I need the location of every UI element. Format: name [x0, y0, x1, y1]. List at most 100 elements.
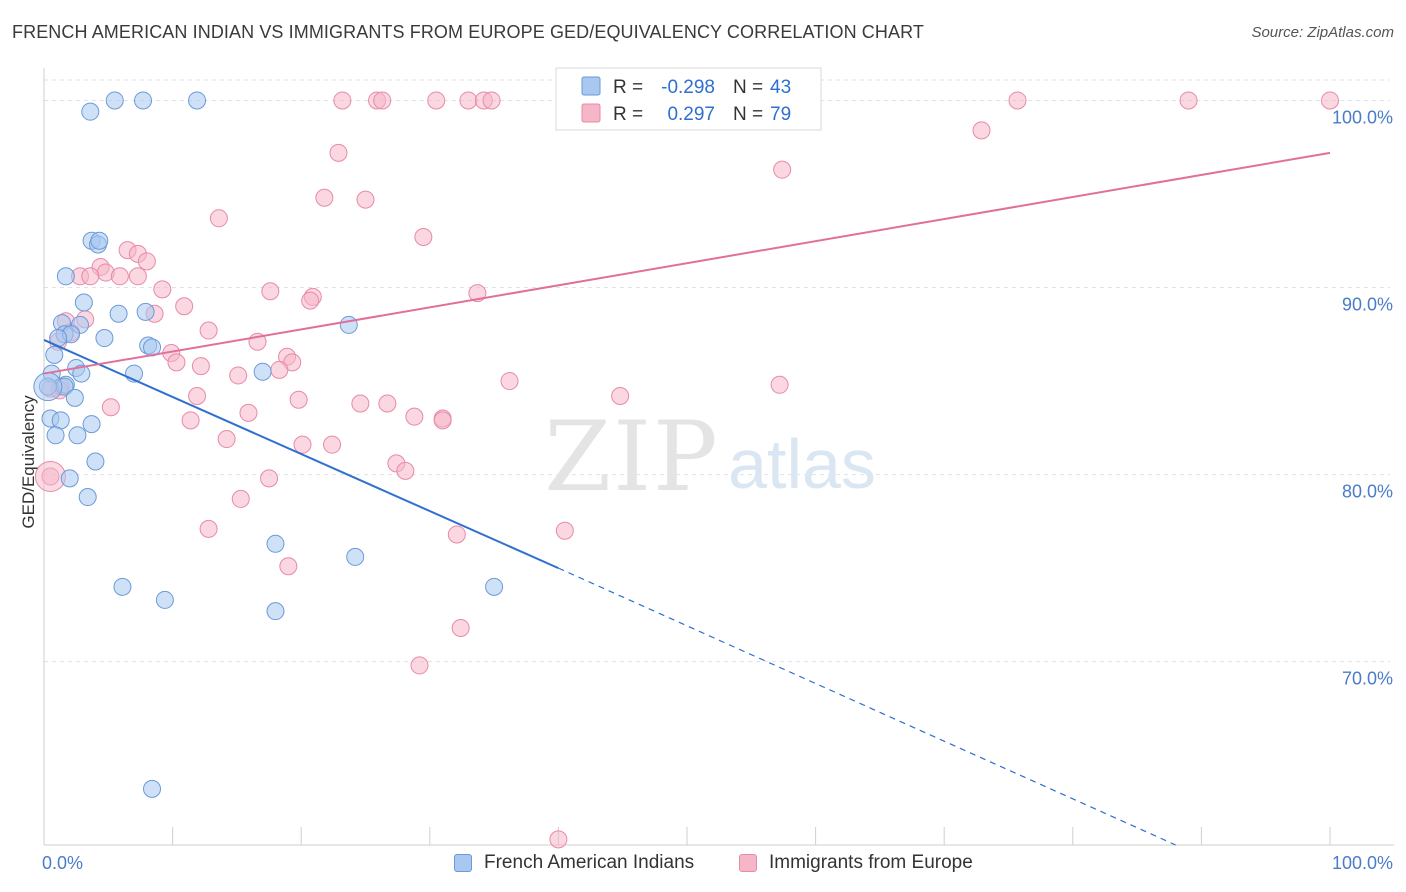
- immigrants-from-europe-point: [110, 267, 129, 286]
- immigrants-from-europe-point: [459, 91, 478, 110]
- watermark-atlas: atlas: [728, 425, 876, 503]
- immigrants-from-europe-point: [356, 190, 375, 209]
- immigrants-from-europe-point: [293, 435, 312, 454]
- french-american-indians-point: [86, 452, 105, 471]
- immigrants-from-europe-point: [231, 489, 250, 508]
- immigrants-from-europe-point: [482, 91, 501, 110]
- immigrants-from-europe-point: [199, 519, 218, 538]
- legend-swatch-blue: [454, 854, 472, 872]
- immigrants-from-europe-point: [396, 461, 415, 480]
- immigrants-from-europe-point: [500, 372, 519, 391]
- french-american-indians-point: [68, 426, 87, 445]
- immigrants-from-europe-point: [433, 411, 452, 430]
- immigrants-from-europe-point: [217, 430, 236, 449]
- french-american-indians-point: [109, 304, 128, 323]
- immigrants-from-europe-point: [1008, 91, 1027, 110]
- n-value-2: 79: [770, 104, 791, 125]
- y-tick-label: 80.0%: [1342, 482, 1393, 502]
- french-american-indians-point: [46, 426, 65, 445]
- n-value-1: 43: [770, 77, 791, 98]
- x-tick-label-min: 0.0%: [42, 853, 83, 873]
- legend-label-french-american-indians: French American Indians: [484, 852, 695, 873]
- immigrants-from-europe-point: [972, 121, 991, 140]
- french-american-indians-point: [339, 315, 358, 334]
- n-label-2: N =: [733, 104, 763, 125]
- immigrants-from-europe-point: [1321, 91, 1339, 110]
- source-label: Source: ZipAtlas.com: [1251, 24, 1394, 41]
- immigrants-from-europe-point: [405, 407, 424, 426]
- immigrants-from-europe-point: [260, 469, 279, 488]
- french-american-indians-point: [51, 411, 70, 430]
- legend-label-immigrants-from-europe: Immigrants from Europe: [769, 852, 973, 873]
- immigrants-from-europe-point: [191, 357, 210, 376]
- trend-line-french-american-indians: [43, 338, 559, 570]
- immigrants-from-europe-point: [333, 91, 352, 110]
- french-american-indians-point: [113, 577, 132, 596]
- chart-title: FRENCH AMERICAN INDIAN VS IMMIGRANTS FRO…: [12, 22, 924, 42]
- immigrants-from-europe-point: [301, 291, 320, 310]
- french-american-indians-point: [485, 577, 504, 596]
- immigrants-from-europe-point: [770, 375, 789, 394]
- french-american-indians-point: [346, 547, 365, 566]
- n-label-1: N =: [733, 77, 763, 98]
- immigrants-from-europe-point: [209, 209, 228, 228]
- immigrants-from-europe-point: [261, 282, 280, 301]
- r-value-1: -0.298: [661, 77, 715, 98]
- immigrants-from-europe-point: [549, 830, 568, 849]
- watermark-zip: ZIP: [544, 401, 719, 513]
- french-american-indians-point: [78, 488, 97, 507]
- immigrants-from-europe-point: [239, 403, 258, 422]
- r-label-2: R =: [613, 104, 643, 125]
- bottom-legend: French American Indians Immigrants from …: [0, 852, 1406, 878]
- french-american-indians-point: [136, 302, 155, 321]
- french-american-indians-point: [95, 329, 114, 348]
- french-american-indians-point: [266, 602, 285, 621]
- french-american-indians-point: [155, 590, 174, 609]
- trend-line-french-american-indians-extension: [558, 567, 1176, 846]
- stats-legend-swatch-pink: [581, 103, 601, 123]
- french-american-indians-point: [134, 91, 153, 110]
- immigrants-from-europe-point: [101, 398, 120, 417]
- immigrants-from-europe-point: [323, 435, 342, 454]
- immigrants-from-europe-point: [153, 280, 172, 299]
- immigrants-from-europe-point: [468, 284, 487, 303]
- y-tick-label: 100.0%: [1332, 107, 1393, 127]
- immigrants-from-europe-point: [611, 387, 630, 406]
- immigrants-from-europe-point: [167, 353, 186, 372]
- french-american-indians-point: [56, 267, 75, 286]
- immigrants-from-europe-point: [329, 143, 348, 162]
- watermark: ZIP atlas: [544, 401, 876, 513]
- french-american-indians-point: [81, 102, 100, 121]
- legend-item-french-american-indians: French American Indians: [454, 852, 694, 874]
- immigrants-from-europe-point: [199, 321, 218, 340]
- immigrants-from-europe-point: [447, 525, 466, 544]
- trend-lines: [43, 151, 1331, 846]
- immigrants-from-europe-point: [137, 252, 156, 271]
- french-american-indians-point: [45, 345, 64, 364]
- trend-line-immigrants-from-europe: [43, 151, 1331, 375]
- r-label-1: R =: [613, 77, 643, 98]
- immigrants-from-europe-point: [373, 91, 392, 110]
- immigrants-from-europe-point: [555, 521, 574, 540]
- stats-legend-swatch-blue: [581, 76, 601, 96]
- immigrants-from-europe-point: [175, 297, 194, 316]
- immigrants-from-europe-point: [315, 188, 334, 207]
- french-american-indians-point: [90, 231, 109, 250]
- immigrants-from-europe-point: [427, 91, 446, 110]
- immigrants-from-europe-point: [1179, 91, 1198, 110]
- french-american-indians-point: [143, 779, 162, 798]
- immigrants-from-europe-point: [181, 411, 200, 430]
- y-tick-label: 90.0%: [1342, 295, 1393, 315]
- french-american-indians-point: [65, 388, 84, 407]
- french-american-indians-point: [266, 534, 285, 553]
- r-value-2: 0.297: [667, 104, 715, 125]
- french-american-indians-point: [82, 415, 101, 434]
- immigrants-from-europe-point: [188, 387, 207, 406]
- x-tick-labels: 0.0% 100.0%: [42, 853, 1393, 873]
- immigrants-from-europe-point: [773, 160, 792, 179]
- immigrants-from-europe-point: [410, 656, 429, 675]
- french-american-indians-point: [253, 362, 272, 381]
- immigrants-from-europe-point: [81, 267, 100, 286]
- legend-item-immigrants-from-europe: Immigrants from Europe: [739, 852, 973, 874]
